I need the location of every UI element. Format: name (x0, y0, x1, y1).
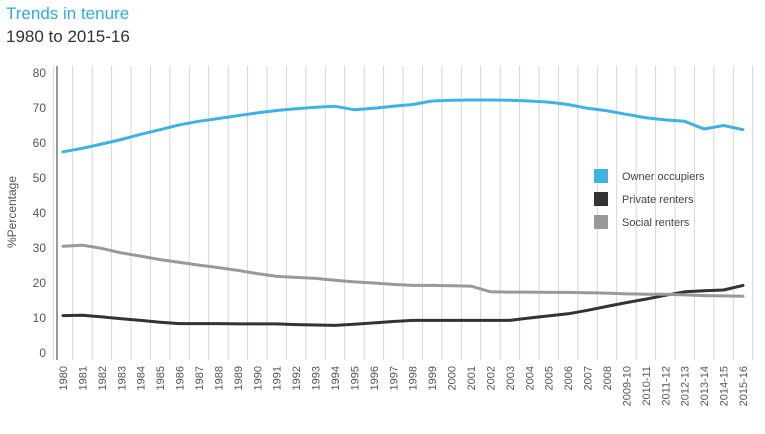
x-tick-label: 1984 (136, 366, 148, 390)
chart-title: Trends in tenure (6, 4, 130, 23)
x-tick-label: 1996 (369, 366, 381, 390)
x-tick-label: 2009-10 (621, 366, 633, 406)
x-tick-label: 1992 (291, 366, 303, 390)
y-tick-label: 60 (33, 136, 47, 150)
grid-lines (52, 66, 754, 360)
x-tick-label: 2007 (583, 366, 595, 390)
x-tick-label: 2010-11 (641, 366, 653, 406)
x-tick-label: 1993 (311, 366, 323, 390)
x-tick-label: 1991 (272, 366, 284, 390)
x-tick-label: 2015-16 (738, 366, 750, 406)
x-tick-label: 1988 (213, 366, 225, 390)
x-tick-label: 2005 (544, 366, 556, 390)
x-tick-label: 1981 (77, 366, 89, 390)
x-tick-label: 1980 (58, 366, 70, 390)
y-tick-label: 80 (33, 66, 47, 80)
legend-label: Private renters (622, 194, 694, 206)
x-tick-label: 1998 (408, 366, 420, 390)
x-tick-label: 2000 (447, 366, 459, 390)
x-tick-label: 2008 (602, 366, 614, 390)
series-lines (61, 98, 745, 327)
x-tick-label: 2012-13 (680, 366, 692, 406)
x-tick-label: 1999 (427, 366, 439, 390)
legend-label: Owner occupiers (622, 171, 705, 183)
x-tick-label: 1990 (252, 366, 264, 390)
y-tick-label: 20 (33, 276, 47, 290)
x-tick-label: 2006 (563, 366, 575, 390)
x-tick-label: 2013-14 (699, 366, 711, 406)
y-axis: 0 10 20 30 40 50 60 70 80 (33, 66, 58, 360)
x-tick-label: 1982 (97, 366, 109, 390)
x-tick-label: 2002 (485, 366, 497, 390)
x-tick-label: 1997 (388, 366, 400, 390)
x-tick-label: 2001 (466, 366, 478, 390)
y-tick-label: 70 (33, 101, 47, 115)
series-line-owner-occupiers (61, 98, 745, 154)
x-tick-label: 2014-15 (719, 366, 731, 406)
legend-label: Social renters (622, 217, 690, 229)
x-axis: 1980 1981 1982 1983 1984 1985 1986 1987 1988 1989… (58, 366, 750, 406)
x-tick-label: 2003 (505, 366, 517, 390)
legend-swatch (594, 215, 608, 229)
y-tick-label: 10 (33, 311, 47, 325)
legend: Owner occupiers Private renters Social ren… (594, 169, 705, 229)
x-tick-label: 2004 (524, 366, 536, 390)
x-tick-label: 1994 (330, 366, 342, 390)
x-tick-label: 1989 (233, 366, 245, 390)
y-axis-label: %Percentage (5, 176, 19, 248)
series-line-private-renters (61, 283, 745, 327)
chart-subtitle: 1980 to 2015-16 (6, 27, 130, 46)
y-tick-label: 0 (39, 346, 46, 360)
x-tick-label: 1985 (155, 366, 167, 390)
legend-swatch (594, 169, 608, 183)
series-line-social-renters (61, 243, 745, 298)
x-tick-label: 2011-12 (660, 366, 672, 406)
y-tick-label: 50 (33, 171, 47, 185)
y-tick-label: 30 (33, 241, 47, 255)
x-tick-label: 1986 (175, 366, 187, 390)
legend-swatch (594, 192, 608, 206)
x-tick-label: 1987 (194, 366, 206, 390)
y-tick-label: 40 (33, 206, 47, 220)
x-tick-label: 1983 (116, 366, 128, 390)
x-tick-label: 1995 (349, 366, 361, 390)
